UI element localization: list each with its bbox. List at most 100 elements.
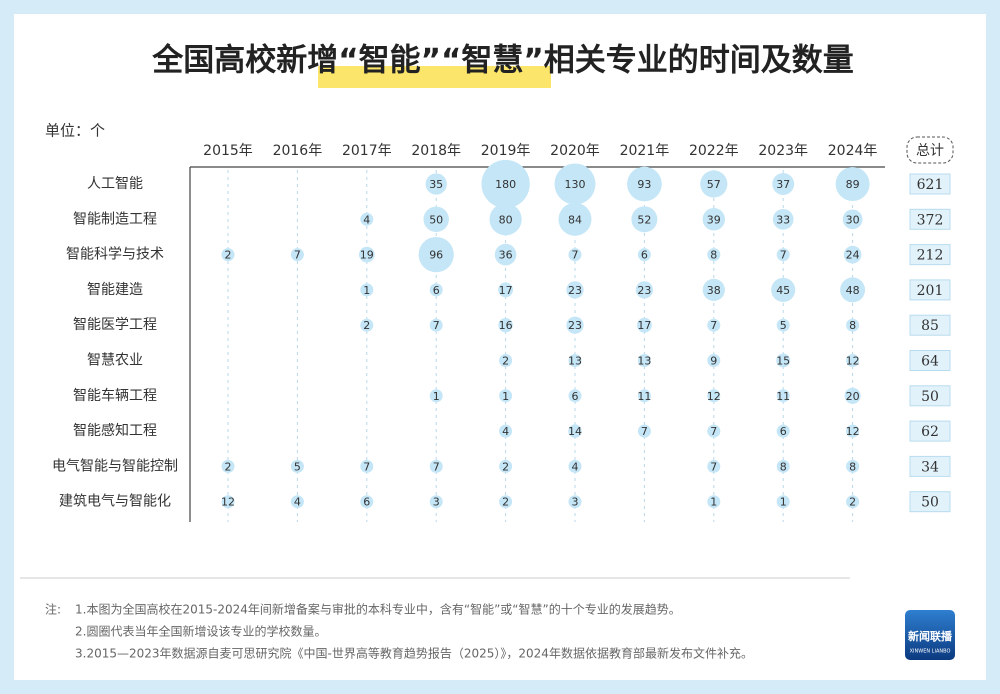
bubble xyxy=(846,459,860,473)
total-box xyxy=(909,420,951,442)
bubble-label: 12 xyxy=(707,390,721,403)
bubble-label: 6 xyxy=(433,284,440,297)
bubble xyxy=(776,248,790,262)
bubble-label: 36 xyxy=(499,249,513,262)
bubble-label: 8 xyxy=(710,249,717,262)
bubble-label: 30 xyxy=(846,213,860,226)
total-value: 64 xyxy=(921,354,939,370)
bubble-label: 1 xyxy=(780,496,787,509)
total-box xyxy=(909,350,951,371)
row-label: 人工智能 xyxy=(87,176,143,192)
bubble xyxy=(776,459,790,473)
bubble-label: 48 xyxy=(846,284,860,297)
bubble xyxy=(566,281,584,299)
bubble-label: 89 xyxy=(846,178,860,191)
column-label: 2016年 xyxy=(273,143,323,159)
bubble xyxy=(568,354,582,367)
bubble xyxy=(360,212,374,226)
bubble-label: 2 xyxy=(502,496,509,509)
bubble xyxy=(429,495,443,509)
bubble xyxy=(843,245,862,264)
bubble xyxy=(221,459,235,473)
logo xyxy=(905,610,955,660)
row-label: 智能车辆工程 xyxy=(73,387,157,404)
bubble-label: 7 xyxy=(710,319,717,332)
bubble-label: 23 xyxy=(568,319,582,332)
bubble-label: 93 xyxy=(637,178,651,191)
bubble xyxy=(568,389,582,403)
bubble xyxy=(636,317,652,333)
bubble-label: 12 xyxy=(846,355,860,368)
column-label: 2020年 xyxy=(550,143,600,159)
bubble-label: 2 xyxy=(849,496,856,509)
bubble xyxy=(499,354,513,367)
bubble-label: 1 xyxy=(710,496,717,509)
title-highlight xyxy=(318,66,551,88)
column-label: 2024年 xyxy=(828,143,878,159)
total-box xyxy=(909,244,951,266)
bubble xyxy=(423,206,449,233)
bubble xyxy=(494,243,517,266)
row-label: 智能感知工程 xyxy=(73,422,157,439)
column-label: 2019年 xyxy=(481,143,531,159)
bubble xyxy=(360,495,374,509)
bubble-label: 84 xyxy=(568,213,582,226)
bubble-label: 11 xyxy=(637,390,651,403)
bubble xyxy=(844,387,861,404)
bubble-label: 6 xyxy=(363,496,370,509)
total-box xyxy=(909,455,951,477)
bubble xyxy=(707,354,721,367)
total-value: 201 xyxy=(917,283,944,299)
bubble xyxy=(568,424,582,438)
total-value: 621 xyxy=(917,177,944,193)
bubble-label: 80 xyxy=(499,213,513,226)
total-value: 50 xyxy=(921,495,939,511)
bubble xyxy=(835,167,870,201)
row-label: 智能医学工程 xyxy=(73,317,157,333)
bubble xyxy=(554,163,596,205)
bubble xyxy=(846,424,860,438)
bubble xyxy=(418,236,454,273)
total-box xyxy=(909,279,951,301)
column-label: 2018年 xyxy=(411,143,461,159)
bubble-label: 13 xyxy=(637,355,651,368)
bubble-label: 7 xyxy=(572,249,579,262)
bubble xyxy=(498,318,513,333)
bubble-label: 20 xyxy=(846,390,860,403)
total-value: 212 xyxy=(917,248,944,264)
bubble xyxy=(429,389,443,403)
column-label: 2021年 xyxy=(620,143,670,159)
bubble-label: 11 xyxy=(776,390,790,403)
bubble xyxy=(568,495,582,509)
bubble-label: 50 xyxy=(429,213,443,226)
bubble-label: 57 xyxy=(707,178,721,191)
total-box xyxy=(909,208,951,230)
total-header-box xyxy=(906,136,954,164)
bubble xyxy=(481,159,530,209)
bubble-label: 3 xyxy=(433,496,440,509)
bubble-label: 7 xyxy=(780,249,787,262)
bubble-label: 2 xyxy=(502,355,509,368)
bubble-label: 17 xyxy=(499,284,513,297)
row-label: 智能科学与技术 xyxy=(66,247,164,263)
bubble xyxy=(499,389,513,403)
bubble xyxy=(290,495,304,509)
bubble xyxy=(360,283,374,297)
bubble xyxy=(702,278,725,301)
bubble xyxy=(637,248,651,262)
bubble xyxy=(707,248,721,262)
total-value: 372 xyxy=(917,212,944,228)
note: 3.2015—2023年数据源自麦可思研究院《中国-世界高等教育趋势报告（202… xyxy=(75,646,753,661)
panel xyxy=(14,14,986,680)
bubble xyxy=(499,495,513,509)
bubble-label: 7 xyxy=(294,249,301,262)
bubble xyxy=(499,424,513,438)
bubble xyxy=(707,495,721,509)
bubble-label: 24 xyxy=(846,249,860,262)
bubble-label: 6 xyxy=(641,249,648,262)
bubble-label: 130 xyxy=(565,178,586,191)
bubble-label: 5 xyxy=(294,460,301,473)
bubble xyxy=(429,459,443,473)
bubble xyxy=(776,318,790,332)
